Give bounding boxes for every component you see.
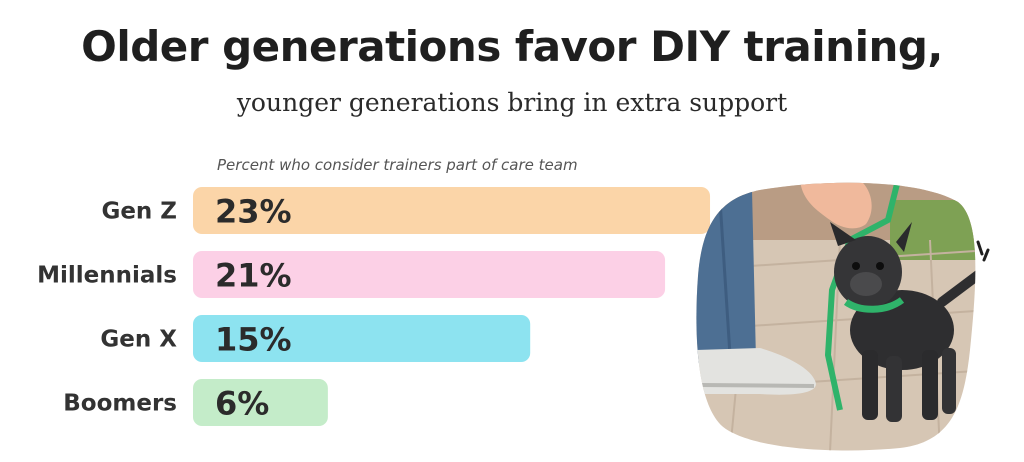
category-label: Gen X [100,327,177,353]
value-label: 21% [215,257,292,295]
bar-boomers [193,379,328,426]
value-label: 15% [215,321,292,359]
category-label: Boomers [63,391,177,417]
bar-millennials [193,251,666,298]
value-label: 23% [215,193,292,231]
dog-photo [690,180,990,452]
chart-subtitle: younger generations bring in extra suppo… [236,88,788,117]
value-label: 6% [215,385,269,423]
category-label: Gen Z [101,199,177,225]
chart-title: Older generations favor DIY training, [81,22,943,71]
bar-gen-z [193,187,711,234]
category-label: Millennials [37,263,177,289]
chart-caption: Percent who consider trainers part of ca… [217,156,578,174]
dog-on-leash-photo-icon [696,182,990,451]
bar-gen-x [193,315,531,362]
